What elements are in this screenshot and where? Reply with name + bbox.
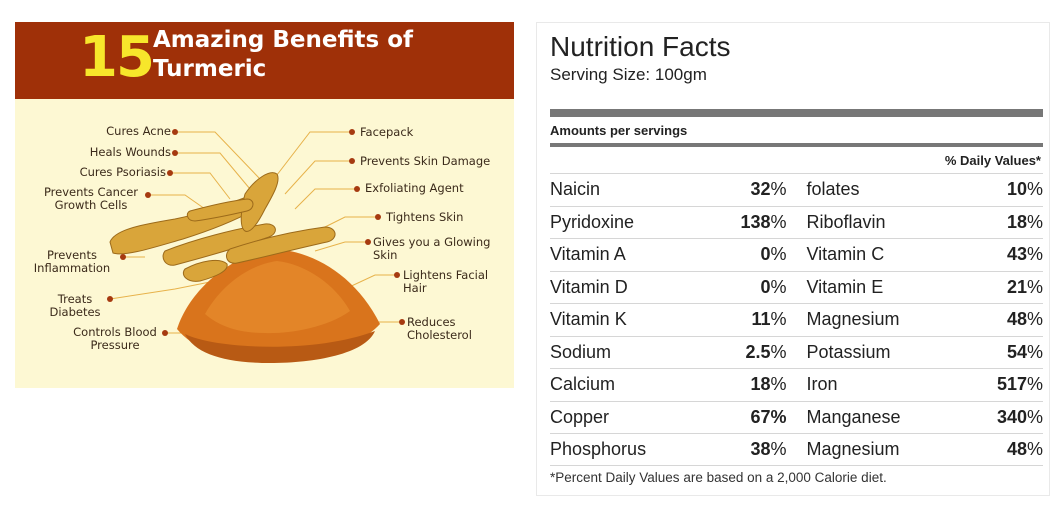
footnote: *Percent Daily Values are based on a 2,0… xyxy=(550,470,887,485)
benefit-label: Tightens Skin xyxy=(386,210,464,224)
nutrient-value: 0% xyxy=(760,244,787,265)
turmeric-infographic: 15 Amazing Benefits of Turmeric xyxy=(15,22,514,388)
nutrient-value: 67% xyxy=(750,406,787,427)
nutrient-cell: Phosphorus 38% xyxy=(550,439,797,460)
table-row: Vitamin D 0% Vitamin E 21% xyxy=(550,270,1044,304)
nutrient-name: Vitamin D xyxy=(550,276,628,297)
turmeric-powder xyxy=(177,249,380,363)
benefit-label: Gives you a Glowing Skin xyxy=(373,235,491,262)
nutrient-value: 517% xyxy=(996,374,1043,395)
nutrient-name: Naicin xyxy=(550,179,601,200)
nutrition-facts-card: Nutrition Facts Serving Size: 100gm Amou… xyxy=(536,22,1050,496)
nutrient-name: Calcium xyxy=(550,374,616,395)
infographic-title: Amazing Benefits of Turmeric xyxy=(153,27,414,82)
benefit-label: Lightens Facial Hair xyxy=(403,268,489,295)
nutrient-cell: Calcium 18% xyxy=(550,374,797,395)
table-row: Phosphorus 38% Magnesium 48% xyxy=(550,433,1043,466)
nutrient-name: Vitamin C xyxy=(806,244,885,265)
nutrient-cell: Riboflavin 18% xyxy=(797,212,1044,233)
benefit-label: Reduces Cholesterol xyxy=(407,315,472,342)
nutrient-cell: Magnesium 48% xyxy=(797,439,1044,460)
nutrient-cell: Vitamin A 0% xyxy=(550,244,797,265)
table-row: Naicin 32% folates 10% xyxy=(550,173,1043,206)
table-row: Vitamin K 11% Magnesium 48% xyxy=(550,303,1043,336)
nutrient-value: 43% xyxy=(1006,244,1043,265)
nutrient-cell: Vitamin D 0% xyxy=(550,277,797,298)
nutrient-value: 48% xyxy=(1006,309,1043,330)
nutrient-name: Magnesium xyxy=(806,309,900,330)
nutrient-cell: Magnesium 48% xyxy=(797,309,1044,330)
nutrient-name: Copper xyxy=(550,406,610,427)
nutrient-cell: Vitamin E 21% xyxy=(797,277,1044,298)
turmeric-roots xyxy=(109,172,336,282)
nutrient-name: folates xyxy=(806,179,860,200)
nutrient-value: 340% xyxy=(996,406,1043,427)
nutrient-name: Sodium xyxy=(550,341,612,362)
infographic-number: 15 xyxy=(79,25,155,90)
nutrient-name: Pyridoxine xyxy=(550,211,635,232)
divider-medium xyxy=(550,143,1043,147)
serving-size: Serving Size: 100gm xyxy=(550,65,707,84)
nutrient-name: Magnesium xyxy=(806,439,900,460)
nutrition-title: Nutrition Facts xyxy=(550,31,731,62)
nutrient-value: 0% xyxy=(760,276,787,297)
benefit-label: Exfoliating Agent xyxy=(365,181,464,195)
nutrient-cell: Copper 67% xyxy=(550,407,797,428)
nutrient-value: 38% xyxy=(750,439,787,460)
nutrient-value: 18% xyxy=(1006,211,1043,232)
benefit-label: Controls Blood Pressure xyxy=(73,325,157,352)
nutrient-table: Naicin 32% folates 10% Pyridoxine 138% Ribo… xyxy=(550,173,1043,466)
nutrient-name: Vitamin A xyxy=(550,244,626,265)
nutrient-cell: Naicin 32% xyxy=(550,179,797,200)
nutrient-cell: folates 10% xyxy=(797,179,1044,200)
benefit-label: Prevents Cancer Growth Cells xyxy=(43,185,139,212)
benefit-dots xyxy=(107,129,405,336)
divider-thick xyxy=(550,109,1043,117)
nutrient-name: Vitamin K xyxy=(550,309,627,330)
nutrient-name: Phosphorus xyxy=(550,439,647,460)
table-row: Pyridoxine 138% Riboflavin 18% xyxy=(550,205,1044,239)
benefit-label: Cures Psoriasis xyxy=(79,165,166,179)
benefit-label: Prevents Skin Damage xyxy=(360,154,491,168)
table-row: Sodium 2.5% Potassium 54% xyxy=(550,335,1044,369)
benefit-label: Facepack xyxy=(360,125,414,139)
benefit-label: Treats Diabetes xyxy=(49,292,101,319)
table-row: Vitamin A 0% Vitamin C 43% xyxy=(550,238,1043,271)
benefit-label: Heals Wounds xyxy=(89,145,171,159)
benefit-label: Prevents Inflammation xyxy=(33,248,111,275)
benefit-label: Cures Acne xyxy=(106,124,171,138)
table-row: Copper 67% Manganese 340% xyxy=(550,400,1044,434)
amounts-label: Amounts per servings xyxy=(550,123,688,138)
nutrient-cell: Vitamin K 11% xyxy=(550,309,797,330)
nutrient-name: Iron xyxy=(806,374,838,395)
nutrient-name: Vitamin E xyxy=(806,276,884,297)
nutrient-value: 21% xyxy=(1006,276,1043,297)
infographic-banner: 15 Amazing Benefits of Turmeric xyxy=(15,22,514,99)
nutrient-value: 10% xyxy=(1006,179,1043,200)
nutrient-value: 11% xyxy=(751,309,787,330)
nutrient-cell: Vitamin C 43% xyxy=(797,244,1044,265)
footnote-divider xyxy=(550,465,1043,466)
nutrient-value: 2.5% xyxy=(745,341,787,362)
nutrient-name: Manganese xyxy=(806,406,901,427)
nutrient-cell: Potassium 54% xyxy=(797,342,1044,363)
nutrient-cell: Pyridoxine 138% xyxy=(550,212,797,233)
nutrient-value: 32% xyxy=(750,179,787,200)
nutrient-name: Riboflavin xyxy=(806,211,886,232)
nutrient-value: 138% xyxy=(740,211,787,232)
nutrient-cell: Sodium 2.5% xyxy=(550,342,797,363)
nutrient-value: 18% xyxy=(750,374,787,395)
nutrient-cell: Manganese 340% xyxy=(797,407,1044,428)
nutrient-name: Potassium xyxy=(806,341,891,362)
turmeric-illustration xyxy=(107,129,405,363)
daily-values-header: % Daily Values* xyxy=(944,153,1041,168)
nutrient-value: 54% xyxy=(1006,341,1043,362)
nutrient-cell: Iron 517% xyxy=(797,374,1044,395)
nutrient-value: 48% xyxy=(1006,439,1043,460)
table-row: Calcium 18% Iron 517% xyxy=(550,368,1043,401)
